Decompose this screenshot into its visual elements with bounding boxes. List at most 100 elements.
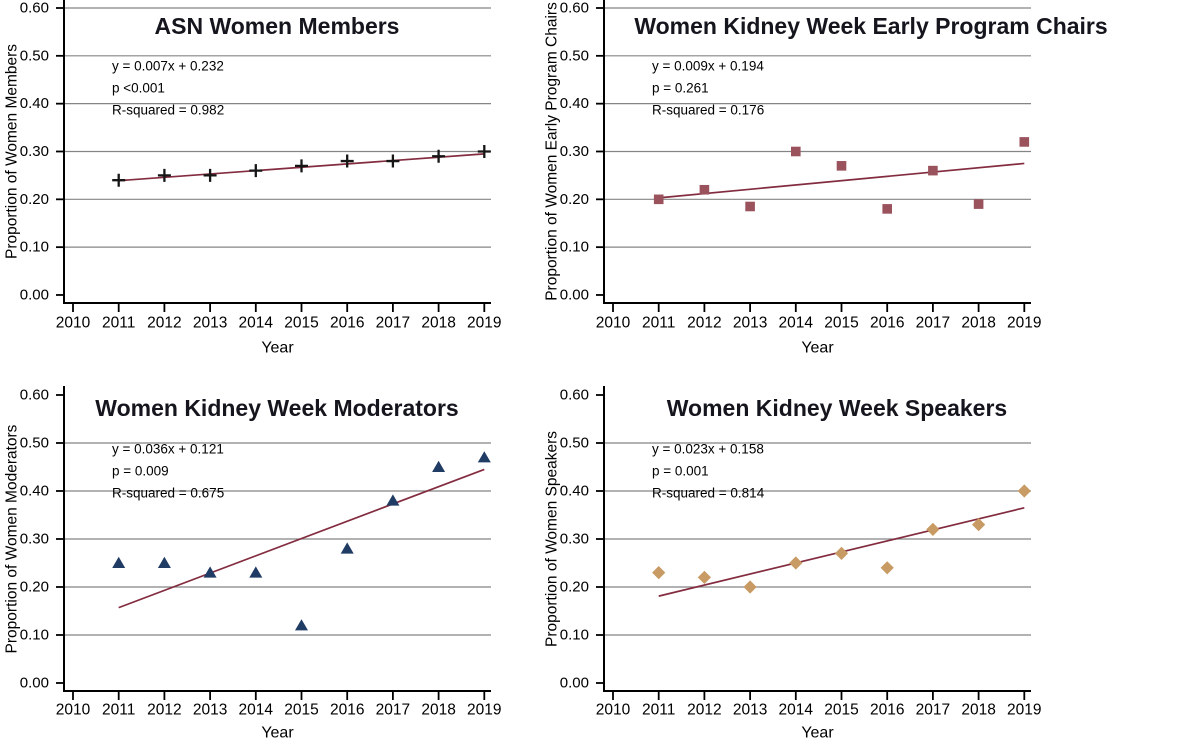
data-point-square [928, 165, 938, 176]
chart-kidney-week-early-program-chairs: 0.00 0.10 0.20 0.30 0.40 0.50 0.60 2010 2011 2012… [540, 0, 1200, 369]
y-tick-label: 0.00 [20, 675, 49, 692]
p-value: p <0.001 [112, 81, 165, 96]
x-tick-label: 2016 [330, 702, 364, 719]
x-tick-label: 2019 [467, 315, 501, 332]
chart-kidney-week-speakers: 0.00 0.10 0.20 0.30 0.40 0.50 0.60 2010 2011 2012… [540, 369, 1200, 738]
x-tick-label: 2018 [421, 315, 455, 332]
chart-canvas: 0.00 0.10 0.20 0.30 0.40 0.50 0.60 2010 2011 2012… [4, 386, 502, 738]
data-point-diamond [834, 546, 849, 560]
x-axis-title: Year [261, 725, 294, 738]
x-tick-label: 2011 [642, 702, 675, 719]
x-tick-label: 2013 [733, 315, 767, 332]
x-tick-label: 2015 [284, 702, 318, 719]
x-axis-title: Year [801, 725, 834, 738]
x-tick-label: 2017 [916, 702, 950, 719]
chart-canvas: 0.00 0.10 0.20 0.30 0.40 0.50 0.60 2010 2011 2012… [544, 386, 1042, 738]
x-tick-label: 2010 [596, 315, 631, 332]
y-tick-label: 0.60 [560, 387, 589, 404]
y-tick-label: 0.40 [560, 95, 589, 112]
x-tick-label: 2012 [687, 702, 721, 719]
data-point-plus [157, 168, 171, 182]
x-tick-label: 2010 [596, 702, 631, 719]
data-point-plus [477, 144, 491, 158]
y-tick-label: 0.40 [20, 95, 49, 112]
trend-line [118, 468, 485, 609]
x-axis-title: Year [801, 340, 834, 357]
data-point-diamond [743, 580, 757, 594]
x-tick-label: 2019 [1007, 315, 1041, 332]
x-tick-label: 2011 [102, 315, 135, 332]
data-point-diamond [697, 570, 711, 584]
data-point-square [745, 201, 755, 212]
x-tick-label: 2016 [870, 702, 904, 719]
x-tick-label: 2010 [56, 315, 91, 332]
x-tick-label: 2013 [193, 315, 227, 332]
x-tick-label: 2012 [147, 702, 181, 719]
y-tick-label: 0.50 [20, 47, 49, 64]
x-tick-label: 2011 [642, 315, 675, 332]
data-point-triangle [432, 460, 446, 472]
y-axis-title: Proportion of Women Speakers [544, 431, 561, 647]
data-point-square [882, 204, 892, 214]
y-tick-label: 0.60 [20, 387, 49, 404]
data-point-triangle [477, 451, 491, 463]
x-tick-label: 2014 [779, 702, 814, 719]
data-point-plus [112, 173, 126, 187]
chart-title: ASN Women Members [155, 13, 400, 39]
y-tick-label: 0.60 [560, 0, 589, 17]
data-point-plus [203, 168, 217, 182]
y-tick-label: 0.40 [560, 483, 589, 500]
p-value: p = 0.009 [112, 464, 169, 479]
y-tick-label: 0.00 [560, 675, 589, 692]
data-point-square [1019, 137, 1030, 147]
data-point-triangle [112, 556, 126, 568]
y-tick-label: 0.20 [560, 579, 589, 596]
data-point-triangle [203, 566, 217, 578]
x-tick-label: 2015 [824, 702, 858, 719]
x-tick-label: 2013 [733, 702, 767, 719]
data-point-square [791, 146, 801, 157]
x-axis-title: Year [261, 340, 294, 357]
x-tick-label: 2010 [56, 702, 91, 719]
y-tick-label: 0.00 [560, 286, 589, 303]
data-point-diamond [652, 566, 666, 580]
data-point-square [699, 184, 710, 195]
y-tick-label: 0.20 [20, 579, 49, 596]
data-point-plus [432, 149, 446, 163]
x-tick-label: 2019 [467, 702, 501, 719]
data-point-triangle [249, 566, 263, 578]
x-tick-label: 2015 [824, 315, 858, 332]
chart-title: Women Kidney Week Early Program Chairs [634, 13, 1107, 39]
data-point-diamond [789, 556, 803, 570]
x-tick-label: 2014 [779, 315, 814, 332]
chart-title: Women Kidney Week Moderators [95, 395, 458, 421]
r-squared: R-squared = 0.982 [112, 103, 224, 118]
x-tick-label: 2019 [1007, 702, 1041, 719]
x-tick-label: 2015 [284, 315, 318, 332]
r-squared: R-squared = 0.176 [652, 103, 764, 118]
regression-equation: y = 0.009x + 0.194 [652, 59, 764, 74]
chart-title: Women Kidney Week Speakers [667, 395, 1007, 421]
data-point-diamond [880, 561, 894, 575]
regression-equation: y = 0.023x + 0.158 [652, 442, 764, 457]
x-tick-label: 2017 [376, 702, 410, 719]
data-point-plus [249, 164, 263, 178]
x-tick-label: 2014 [239, 315, 274, 332]
x-tick-label: 2014 [239, 702, 274, 719]
y-tick-label: 0.50 [560, 47, 589, 64]
trend-line [658, 162, 1025, 199]
data-point-triangle [157, 556, 171, 568]
x-tick-label: 2018 [961, 702, 995, 719]
y-tick-label: 0.30 [20, 143, 49, 160]
y-axis-title: Proportion of Women Early Program Chairs [544, 2, 561, 301]
y-tick-label: 0.50 [560, 435, 589, 452]
data-point-diamond [1017, 484, 1031, 498]
y-axis-title: Proportion of Women Moderators [4, 424, 21, 653]
x-tick-label: 2016 [870, 315, 904, 332]
y-tick-label: 0.00 [20, 286, 49, 303]
y-tick-label: 0.30 [560, 143, 589, 160]
y-tick-label: 0.10 [20, 627, 49, 644]
data-point-diamond [926, 522, 940, 536]
y-tick-label: 0.30 [560, 531, 589, 548]
